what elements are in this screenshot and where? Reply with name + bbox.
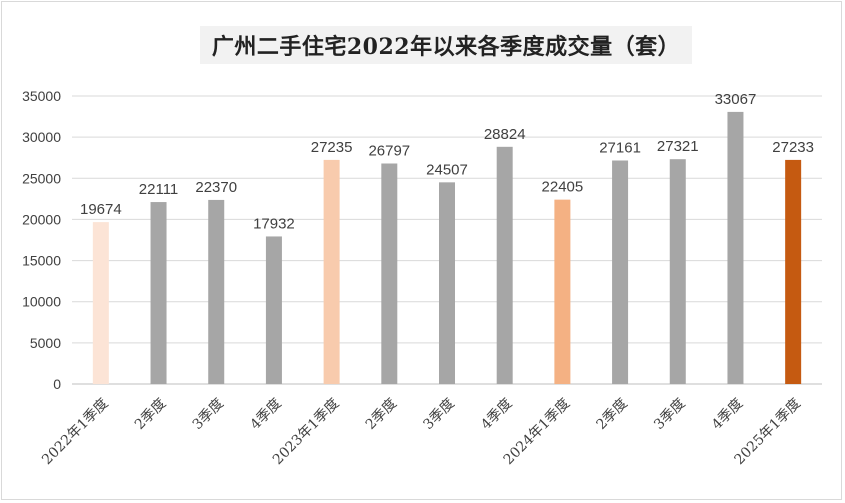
data-label: 28824 bbox=[484, 126, 526, 143]
category-label: 4季度 bbox=[478, 396, 515, 433]
bar bbox=[554, 199, 571, 384]
data-label: 22405 bbox=[542, 179, 584, 196]
category-label: 2季度 bbox=[132, 396, 169, 433]
data-label: 27235 bbox=[311, 139, 353, 156]
y-tick-label: 20000 bbox=[22, 211, 61, 227]
data-label: 26797 bbox=[368, 142, 410, 159]
bar bbox=[727, 111, 744, 385]
chart-title: 广州二手住宅2022年以来各季度成交量（套） bbox=[211, 34, 681, 60]
bar bbox=[612, 160, 629, 384]
category-label: 3季度 bbox=[651, 396, 688, 433]
bar bbox=[208, 199, 225, 384]
bar bbox=[785, 159, 802, 384]
category-label: 2季度 bbox=[363, 396, 400, 433]
y-tick-label: 25000 bbox=[22, 170, 61, 186]
y-tick-label: 10000 bbox=[22, 294, 61, 310]
category-label: 3季度 bbox=[420, 396, 457, 433]
y-tick-label: 0 bbox=[53, 376, 61, 392]
bar bbox=[323, 159, 340, 384]
bar bbox=[496, 146, 513, 384]
bar bbox=[669, 159, 686, 384]
bar bbox=[150, 202, 167, 384]
category-label: 2022年1季度 bbox=[39, 396, 112, 469]
data-label: 17932 bbox=[253, 215, 295, 232]
category-label: 4季度 bbox=[709, 396, 746, 433]
data-label: 27233 bbox=[772, 139, 814, 156]
bar bbox=[381, 163, 398, 384]
data-label: 19674 bbox=[80, 201, 122, 218]
bar bbox=[92, 222, 109, 384]
data-label: 22111 bbox=[139, 181, 179, 198]
category-label: 3季度 bbox=[190, 396, 227, 433]
data-label: 24507 bbox=[426, 161, 468, 178]
bars bbox=[92, 111, 802, 385]
y-tick-label: 35000 bbox=[22, 88, 61, 104]
y-tick-label: 5000 bbox=[30, 335, 61, 351]
data-label: 27321 bbox=[657, 138, 699, 155]
y-tick-label: 30000 bbox=[22, 129, 61, 145]
data-label: 22370 bbox=[195, 179, 237, 196]
bar bbox=[439, 182, 455, 384]
category-label: 4季度 bbox=[247, 396, 284, 433]
data-labels: 19674 22111 22370 17932 27235 26797 24507 28824… bbox=[80, 91, 814, 233]
y-axis-ticks: 0 5000 10000 15000 20000 25000 30000 35000 bbox=[22, 88, 61, 392]
y-tick-label: 15000 bbox=[22, 253, 61, 269]
category-label: 2季度 bbox=[593, 396, 630, 433]
data-label: 33067 bbox=[715, 91, 757, 108]
bar bbox=[265, 236, 282, 384]
chart-title-box: 广州二手住宅2022年以来各季度成交量（套） bbox=[200, 26, 692, 64]
data-label: 27161 bbox=[599, 140, 641, 157]
